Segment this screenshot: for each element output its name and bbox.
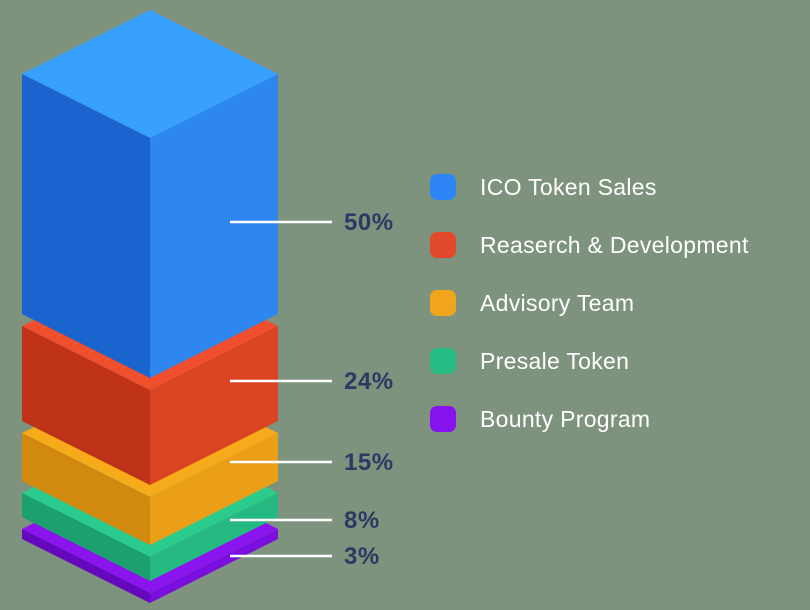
callout-percent-label: 15% (344, 449, 394, 476)
callout-percent-label: 8% (344, 507, 380, 534)
segment-ico-right-face (150, 74, 278, 378)
legend-swatch-green (430, 348, 456, 374)
legend-item-advisory-team: Advisory Team (430, 290, 634, 316)
legend-label: Presale Token (480, 348, 629, 374)
legend: ICO Token Sales Reaserch & Development A… (430, 174, 749, 432)
legend-label: ICO Token Sales (480, 174, 657, 200)
callout-research-development: 24% (230, 368, 394, 395)
segment-bounty-left-face (22, 529, 150, 603)
legend-swatch-purple (430, 406, 456, 432)
legend-label: Advisory Team (480, 290, 634, 316)
segment-presale-left-face (22, 493, 150, 581)
legend-swatch-orange (430, 290, 456, 316)
legend-item-ico-token-sales: ICO Token Sales (430, 174, 657, 200)
legend-swatch-red (430, 232, 456, 258)
callout-percent-label: 3% (344, 543, 380, 570)
segment-ico-left-face (22, 74, 150, 378)
segment-presale-right-face (150, 493, 278, 581)
legend-label: Bounty Program (480, 406, 650, 432)
callout-bounty-program: 3% (230, 543, 380, 570)
callout-ico-token-sales: 50% (230, 209, 394, 236)
callout-presale-token: 8% (230, 507, 380, 534)
segment-research-right-face (150, 326, 278, 485)
segment-research-left-face (22, 326, 150, 485)
legend-item-bounty-program: Bounty Program (430, 406, 650, 432)
legend-item-presale-token: Presale Token (430, 348, 629, 374)
legend-item-research-development: Reaserch & Development (430, 232, 749, 258)
callout-advisory-team: 15% (230, 449, 394, 476)
callout-percent-label: 24% (344, 368, 394, 395)
segment-ico-token-sales (22, 10, 278, 378)
legend-swatch-blue (430, 174, 456, 200)
callout-percent-label: 50% (344, 209, 394, 236)
segment-advisory-left-face (22, 433, 150, 545)
legend-label: Reaserch & Development (480, 232, 749, 258)
segment-bounty-right-face (150, 529, 278, 603)
